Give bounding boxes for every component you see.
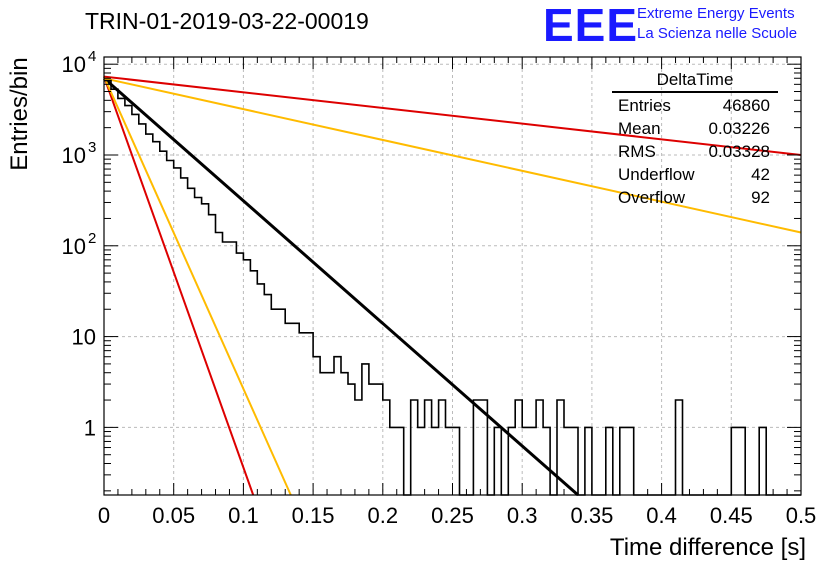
stats-label: Entries bbox=[618, 96, 671, 115]
stats-box: DeltaTime Entries 46860 Mean 0.03226 RMS 0.… bbox=[612, 70, 778, 209]
stats-value: 42 bbox=[751, 165, 770, 184]
x-tick-label: 0.5 bbox=[786, 503, 817, 528]
y-tick-label: 1 bbox=[84, 415, 96, 440]
x-tick-label: 0.35 bbox=[570, 503, 613, 528]
stats-row-underflow: Underflow 42 bbox=[612, 163, 778, 186]
stats-row-overflow: Overflow 92 bbox=[612, 186, 778, 209]
stats-row-entries: Entries 46860 bbox=[612, 94, 778, 117]
eee-logo: EEE bbox=[543, 0, 639, 51]
stats-label: RMS bbox=[618, 142, 656, 161]
stats-value: 46860 bbox=[722, 96, 770, 115]
stats-label: Overflow bbox=[618, 188, 686, 207]
fit-curve-red bbox=[103, 76, 255, 496]
stats-value: 92 bbox=[751, 188, 770, 207]
fit-curve-orange bbox=[103, 77, 802, 234]
y-tick-label: 10 bbox=[62, 234, 86, 259]
y-tick-exponent: 3 bbox=[88, 139, 96, 156]
run-title: TRIN-01-2019-03-22-00019 bbox=[85, 8, 369, 34]
fit-curve-red bbox=[103, 75, 802, 156]
stats-title: DeltaTime bbox=[612, 70, 778, 93]
stats-label: Underflow bbox=[618, 165, 695, 184]
y-tick-label: 10 bbox=[62, 143, 86, 168]
y-tick-label: 10 bbox=[72, 325, 96, 350]
x-tick-label: 0.05 bbox=[152, 503, 195, 528]
x-tick-label: 0.25 bbox=[431, 503, 474, 528]
y-axis-label: Entries/bin bbox=[6, 57, 33, 171]
logo-caption: Extreme Energy Events La Scienza nelle S… bbox=[637, 4, 797, 44]
fit-curve-black bbox=[103, 77, 579, 497]
x-tick-label: 0.45 bbox=[710, 503, 753, 528]
logo-caption-line1: Extreme Energy Events bbox=[637, 5, 795, 22]
x-tick-label: 0.4 bbox=[646, 503, 677, 528]
x-tick-label: 0.3 bbox=[507, 503, 538, 528]
y-tick-exponent: 4 bbox=[88, 48, 96, 65]
x-tick-label: 0.2 bbox=[368, 503, 399, 528]
x-tick-label: 0.1 bbox=[228, 503, 259, 528]
y-tick-exponent: 2 bbox=[88, 230, 96, 247]
x-tick-label: 0.15 bbox=[292, 503, 335, 528]
x-tick-label: 0 bbox=[98, 503, 110, 528]
stats-value: 0.03226 bbox=[708, 119, 770, 138]
y-tick-label: 10 bbox=[62, 52, 86, 77]
stats-row-rms: RMS 0.03328 bbox=[612, 140, 778, 163]
x-axis-label: Time difference [s] bbox=[609, 534, 806, 561]
stats-value: 0.03328 bbox=[708, 142, 770, 161]
stats-label: Mean bbox=[618, 119, 661, 138]
fit-curve-orange bbox=[103, 76, 292, 496]
logo-caption-line2: La Scienza nelle Scuole bbox=[637, 25, 798, 42]
stats-row-mean: Mean 0.03226 bbox=[612, 117, 778, 140]
